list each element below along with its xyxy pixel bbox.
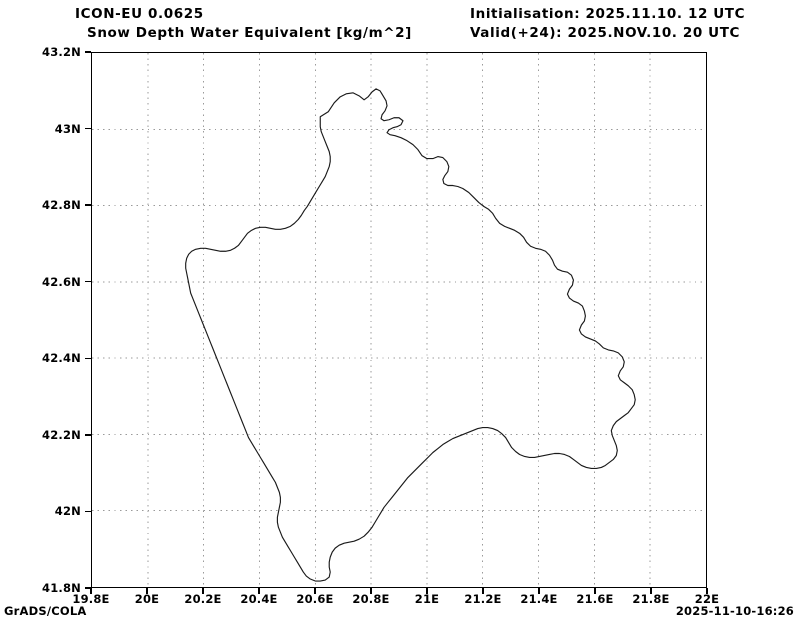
x-axis-tick-label: 20.2E [184, 592, 222, 606]
y-axis-tick-label: 42N [54, 504, 81, 519]
header-left-block: ICON-EU 0.0625 Snow Depth Water Equivale… [75, 5, 455, 43]
y-axis-tick-label: 41.8N [42, 581, 81, 595]
x-axis-tick [482, 588, 484, 594]
x-axis-tick [538, 588, 540, 594]
variable-name-label: Snow Depth Water Equivalent [kg/m^2] [87, 25, 412, 41]
y-axis-tick [85, 587, 91, 589]
y-axis-tick [85, 510, 91, 513]
y-axis-tick [85, 51, 91, 53]
render-timestamp-label: 2025-11-10-16:26 [675, 604, 794, 618]
x-axis-tick-label: 21.4E [520, 592, 558, 606]
x-axis-tick-label: 20.6E [296, 592, 334, 606]
x-axis-tick [146, 588, 148, 594]
y-axis-tick-label: 42.8N [42, 198, 81, 213]
x-axis-tick [594, 588, 596, 594]
x-axis-tick-label: 22E [694, 592, 720, 606]
x-axis-tick [314, 588, 316, 594]
x-axis-tick-label: 19.8E [72, 592, 110, 606]
x-axis-tick [426, 588, 428, 594]
x-axis-tick [258, 588, 260, 594]
y-axis-tick [85, 281, 91, 283]
x-axis-tick-label: 21.6E [576, 592, 614, 606]
x-axis-tick [90, 588, 92, 594]
x-axis-tick-label: 20.4E [240, 592, 278, 606]
y-axis-tick [85, 204, 91, 206]
header-right-block: Initialisation: 2025.11.10. 12 UTC Valid… [470, 5, 790, 43]
x-axis-tick-label: 21E [414, 592, 440, 606]
x-axis-tick [650, 588, 652, 594]
y-axis-tick-label: 43N [54, 121, 81, 136]
y-axis-tick-label: 42.6N [42, 274, 81, 289]
x-axis-tick-label: 20E [134, 592, 160, 606]
y-axis-tick [85, 127, 91, 130]
country-border-path [185, 88, 636, 582]
y-axis-tick [85, 434, 91, 436]
y-axis-tick [85, 357, 91, 359]
y-axis-tick-label: 43.2N [42, 45, 81, 59]
model-name-label: ICON-EU 0.0625 [75, 6, 204, 22]
source-attribution-label: GrADS/COLA [4, 604, 87, 618]
x-axis-tick [370, 588, 372, 594]
x-axis-tick [202, 588, 204, 594]
x-axis-tick-label: 21.8E [632, 592, 670, 606]
x-axis-tick-label: 20.8E [352, 592, 390, 606]
y-axis-tick-label: 42.2N [42, 427, 81, 442]
valid-time-label: Valid(+24): 2025.NOV.10. 20 UTC [470, 25, 741, 41]
initialisation-time-label: Initialisation: 2025.11.10. 12 UTC [470, 6, 746, 22]
x-axis-tick-label: 21.2E [464, 592, 502, 606]
grid-lines [92, 53, 706, 587]
map-plot-area[interactable] [91, 52, 707, 588]
x-axis-tick [706, 588, 708, 594]
y-axis-tick-label: 42.4N [42, 351, 81, 366]
country-border-kosovo-overlay [185, 88, 636, 582]
